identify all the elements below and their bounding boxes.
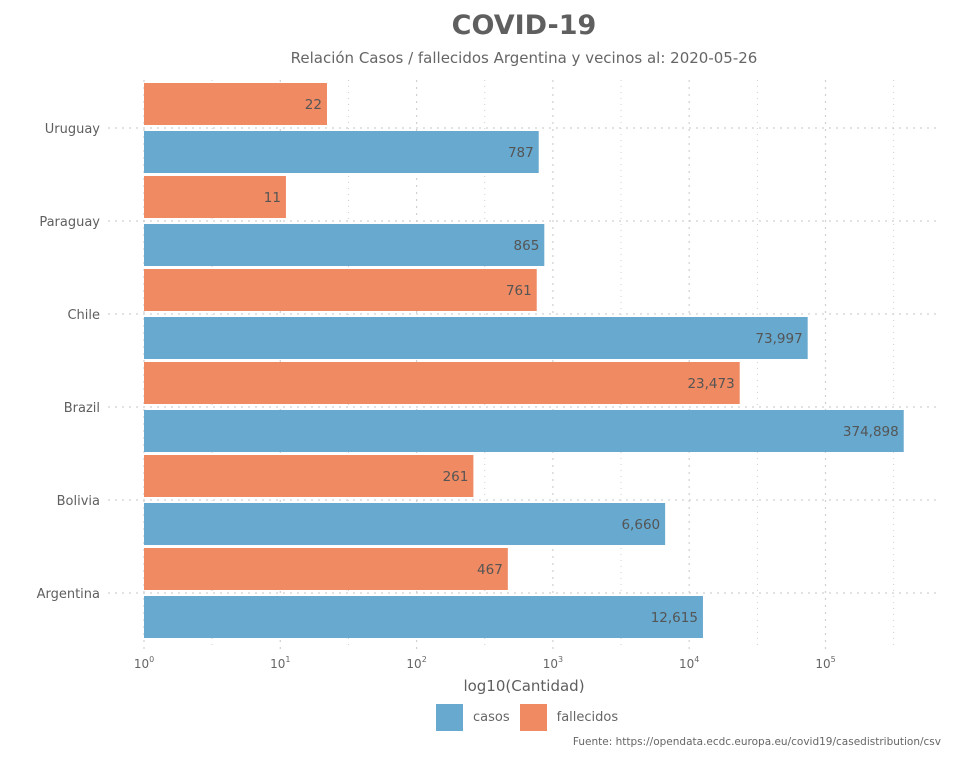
bar-fallecidos xyxy=(144,176,286,218)
bar-casos xyxy=(144,410,904,452)
legend-item-fallecidos: fallecidos xyxy=(519,704,619,731)
bar-casos xyxy=(144,224,545,266)
bar-fallecidos xyxy=(144,455,474,497)
bar-casos xyxy=(144,131,539,173)
data-label-casos: 6,660 xyxy=(621,517,660,533)
bar-casos xyxy=(144,503,666,545)
y-tick-label: Brazil xyxy=(64,401,100,416)
data-label-fallecidos: 261 xyxy=(443,469,469,485)
x-tick-label: 104 xyxy=(679,655,699,671)
legend: casos fallecidos xyxy=(436,704,618,731)
data-label-fallecidos: 23,473 xyxy=(687,376,734,392)
x-tick-label: 100 xyxy=(134,655,154,671)
y-tick-label: Argentina xyxy=(37,587,100,602)
legend-label-fallecidos: fallecidos xyxy=(556,710,619,725)
data-label-casos: 73,997 xyxy=(755,331,802,347)
data-label-casos: 374,898 xyxy=(843,424,899,440)
x-tick-label: 101 xyxy=(270,655,290,671)
bar-fallecidos xyxy=(144,83,327,125)
data-label-fallecidos: 467 xyxy=(477,562,503,578)
y-tick-label: Paraguay xyxy=(39,215,100,230)
x-axis-title: log10(Cantidad) xyxy=(463,677,584,695)
y-tick-label: Bolivia xyxy=(57,494,100,509)
data-label-casos: 787 xyxy=(508,145,534,161)
data-label-fallecidos: 22 xyxy=(305,97,322,113)
x-tick-label: 102 xyxy=(406,655,426,671)
chart-title: COVID-19 xyxy=(451,10,597,41)
x-tick-label: 103 xyxy=(543,655,563,671)
legend-item-casos: casos xyxy=(436,704,510,731)
x-tick-label: 105 xyxy=(815,655,835,671)
chart-subtitle: Relación Casos / fallecidos Argentina y … xyxy=(290,49,758,67)
data-label-fallecidos: 761 xyxy=(506,283,532,299)
data-label-fallecidos: 11 xyxy=(264,190,281,206)
bar-casos xyxy=(144,317,808,359)
legend-key-fallecidos xyxy=(519,704,547,731)
bar-fallecidos xyxy=(144,548,508,590)
bar-casos xyxy=(144,596,703,638)
legend-label-casos: casos xyxy=(473,710,510,725)
data-label-casos: 865 xyxy=(514,238,540,254)
legend-key-casos xyxy=(436,704,463,731)
bar-fallecidos xyxy=(144,362,740,404)
y-tick-label: Chile xyxy=(67,308,100,323)
bar-fallecidos xyxy=(144,269,537,311)
y-tick-label: Uruguay xyxy=(45,122,101,137)
source-caption: Fuente: https://opendata.ecdc.europa.eu/… xyxy=(572,736,941,748)
data-label-casos: 12,615 xyxy=(651,610,698,626)
